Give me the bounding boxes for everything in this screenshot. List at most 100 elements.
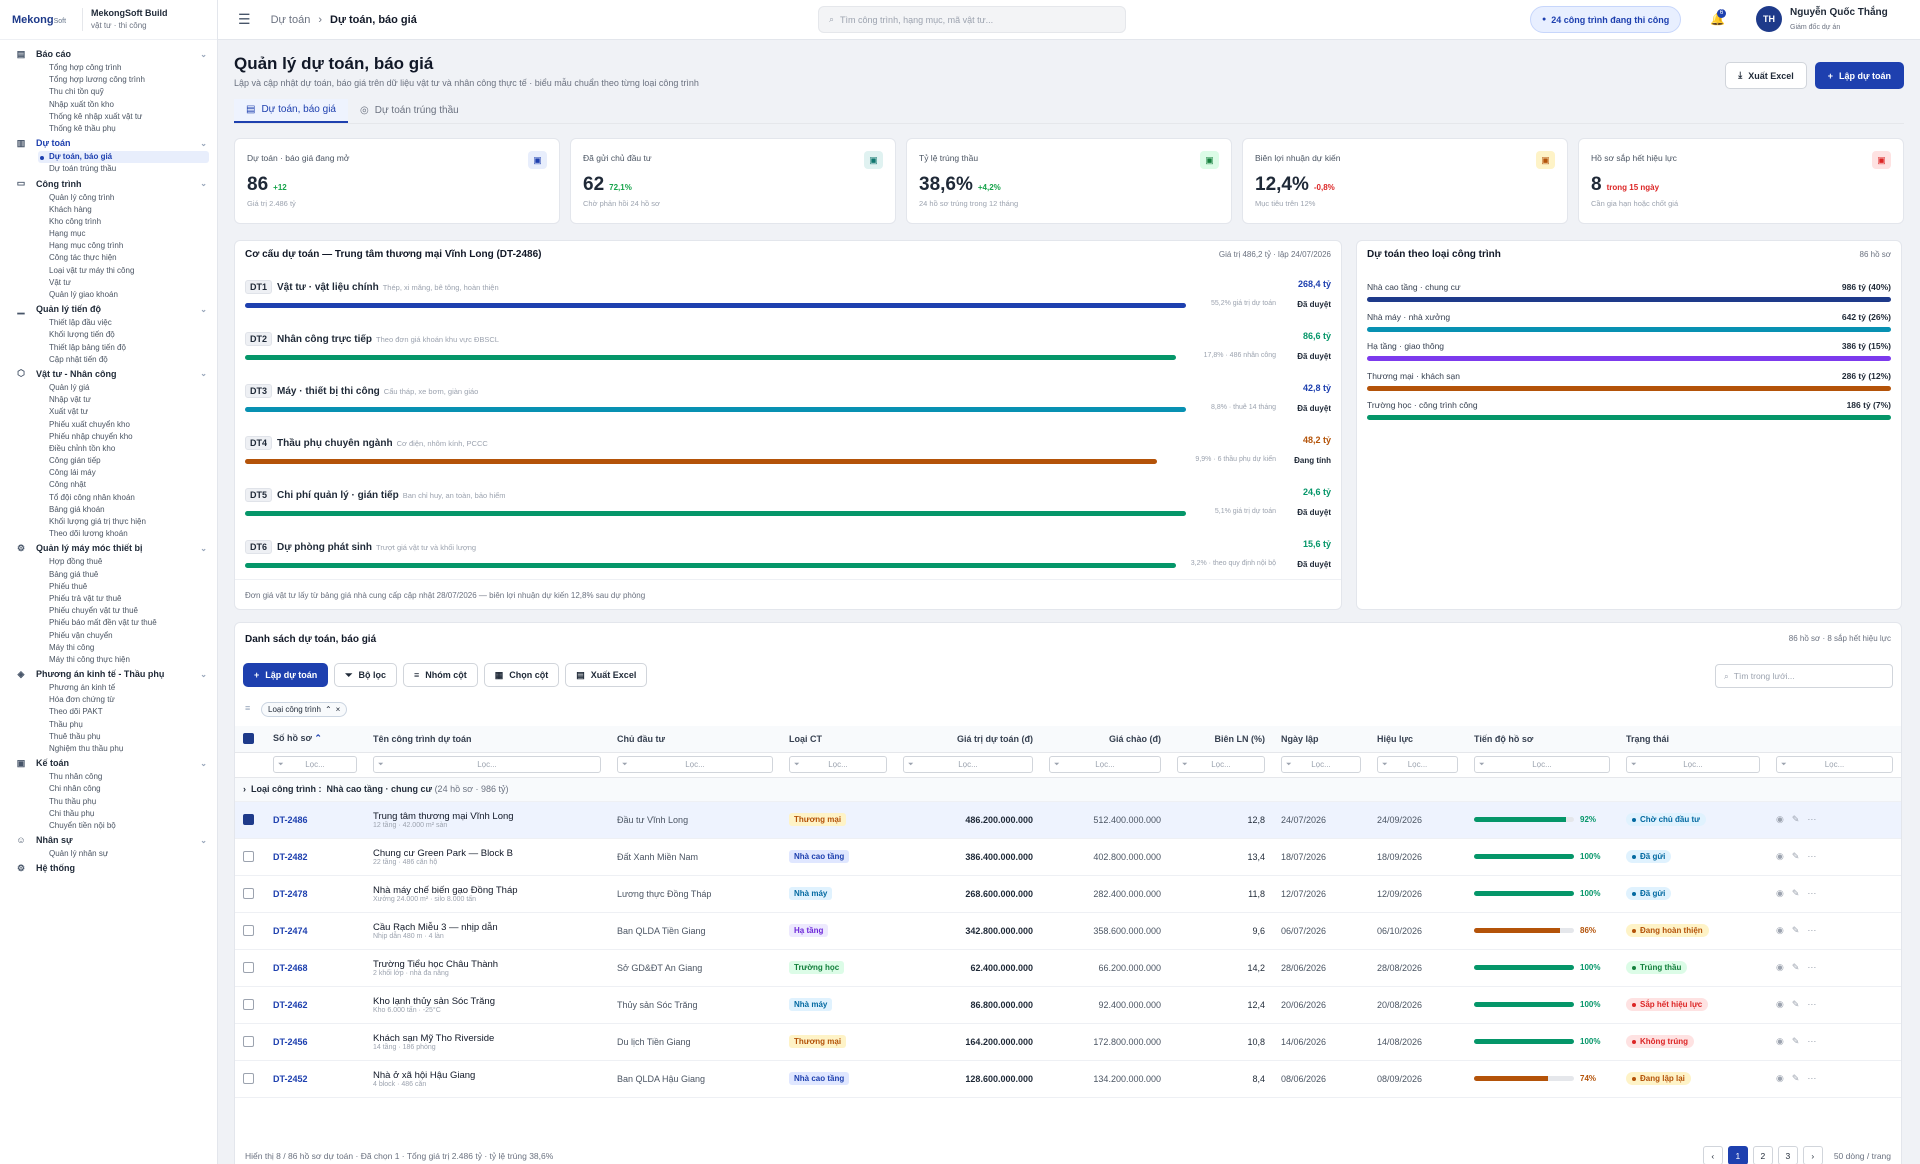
sidebar-item[interactable]: Phiếu nhập chuyển kho (49, 431, 133, 441)
sidebar-item[interactable]: Thống kê nhập xuất vật tư (49, 111, 143, 121)
sidebar-item[interactable]: Thu nhân công (49, 772, 103, 782)
column-filter-input[interactable]: Lọc... (1626, 756, 1760, 773)
sidebar-group-8[interactable]: ☺ Nhân sự ⌄ (0, 832, 217, 848)
sidebar-item[interactable]: Phiếu chuyển vật tư thuê (49, 606, 138, 616)
view-icon[interactable]: ◉ (1776, 1036, 1792, 1046)
sidebar-item[interactable]: Công gián tiếp (49, 456, 101, 466)
sidebar-group-6[interactable]: ◈ Phương án kinh tế - Thầu phụ ⌄ (0, 666, 217, 682)
sidebar-item[interactable]: Xuất vật tư (49, 407, 89, 417)
filter-button[interactable]: ⏷ Bộ lọc (334, 663, 397, 687)
view-icon[interactable]: ◉ (1776, 888, 1792, 898)
estimate-code-link[interactable]: DT-2452 (273, 1073, 308, 1084)
sidebar-item[interactable]: Chuyển tiền nội bộ (49, 820, 116, 830)
group-chip[interactable]: Loại công trình ⌃ × (261, 702, 348, 717)
sidebar-item[interactable]: Máy thi công (49, 642, 95, 652)
tab-estimate-quote[interactable]: ▤ Dự toán, báo giá (234, 99, 348, 123)
col-valid[interactable]: Hiệu lực (1369, 726, 1466, 753)
choose-columns-button[interactable]: ▦ Chọn cột (483, 663, 560, 687)
sidebar-group-9[interactable]: ⚙ Hệ thống (0, 860, 217, 876)
edit-icon[interactable]: ✎ (1791, 851, 1808, 861)
grid-search-input[interactable]: ⌕ Tìm trong lưới... (1715, 664, 1893, 688)
sidebar-item[interactable]: Phiếu thuê (49, 581, 88, 591)
sidebar-group-4[interactable]: ⬡ Vật tư - Nhân công ⌄ (0, 366, 217, 382)
estimate-code-link[interactable]: DT-2462 (273, 999, 308, 1010)
edit-icon[interactable]: ✎ (1791, 814, 1808, 824)
sidebar-item[interactable]: Dự toán, báo giá (38, 151, 209, 164)
column-filter-input[interactable]: Lọc... (1049, 756, 1161, 773)
col-margin[interactable]: Biên LN (%) (1169, 726, 1273, 753)
row-checkbox[interactable] (243, 851, 254, 863)
view-icon[interactable]: ◉ (1776, 851, 1792, 861)
row-checkbox[interactable] (243, 1036, 254, 1048)
sidebar-item[interactable]: Vật tư (49, 277, 71, 287)
sidebar-item[interactable]: Máy thi công thực hiện (49, 654, 130, 664)
row-checkbox[interactable] (243, 888, 254, 900)
structure-row[interactable]: DT6 Dự phòng phát sinh Trượt giá vật tư và… (245, 534, 1331, 586)
sidebar-item[interactable]: Hóa đơn chứng từ (49, 695, 115, 705)
sidebar-item[interactable]: Thầu phụ (49, 719, 83, 729)
sidebar-item[interactable]: Thiết lập bảng tiến độ (49, 342, 126, 352)
col-status[interactable]: Trạng thái (1618, 726, 1768, 753)
menu-icon[interactable]: ☰ (238, 11, 251, 27)
view-icon[interactable]: ◉ (1776, 814, 1792, 824)
kpi-card[interactable]: Đã gửi chủ đầu tư 62 72,1% Chờ phản hồi 24 … (570, 138, 896, 224)
table-row[interactable]: DT-2456 Khách sạn Mỹ Tho Riverside 14 tầng… (235, 1023, 1901, 1061)
sidebar-item[interactable]: Nhập vật tư (49, 395, 91, 405)
view-icon[interactable]: ◉ (1776, 962, 1792, 972)
sidebar-item[interactable]: Nhập xuất tồn kho (49, 99, 114, 109)
table-row[interactable]: DT-2468 Trường Tiểu học Châu Thành 2 khối … (235, 949, 1901, 987)
table-row[interactable]: DT-2482 Chung cư Green Park — Block B 22 t… (235, 838, 1901, 876)
column-filter-input[interactable]: Lọc... (1281, 756, 1361, 773)
sidebar-item[interactable]: Tổng hợp lương công trình (49, 75, 145, 85)
view-icon[interactable]: ◉ (1776, 925, 1792, 935)
sidebar-item[interactable]: Kho công trình (49, 216, 102, 226)
type-row[interactable]: Trường học · công trình công 186 tỷ (7%) (1367, 400, 1891, 430)
estimate-code-link[interactable]: DT-2486 (273, 814, 308, 825)
col-progress[interactable]: Tiến độ hồ sơ (1466, 726, 1618, 753)
edit-icon[interactable]: ✎ (1791, 962, 1808, 972)
col-date[interactable]: Ngày lập (1273, 726, 1369, 753)
sidebar-item[interactable]: Công lái máy (49, 468, 96, 478)
bell-icon[interactable]: 🔔 6 (1710, 9, 1726, 26)
col-offer[interactable]: Giá chào (đ) (1041, 726, 1169, 753)
table-row[interactable]: DT-2462 Kho lạnh thủy sản Sóc Trăng Kho 6.… (235, 986, 1901, 1024)
kpi-card[interactable]: Hồ sơ sắp hết hiệu lực 8 trong 15 ngày Cần … (1578, 138, 1904, 224)
row-checkbox[interactable] (243, 999, 254, 1011)
sidebar-item[interactable]: Phiếu xuất chuyển kho (49, 419, 130, 429)
sidebar-item[interactable]: Công nhật (49, 480, 86, 490)
sidebar-item[interactable]: Hợp đồng thuê (49, 557, 103, 567)
sidebar-group-0[interactable]: ▤ Báo cáo ⌄ (0, 46, 217, 62)
col-value[interactable]: Giá trị dự toán (đ) (895, 726, 1041, 753)
estimate-code-link[interactable]: DT-2456 (273, 1036, 308, 1047)
sidebar-item[interactable]: Tổng hợp công trình (49, 63, 122, 72)
export-excel-button[interactable]: ⤓ Xuất Excel (1725, 62, 1807, 89)
tab-won-estimate[interactable]: ◎ Dự toán trúng thầu (359, 105, 459, 116)
col-owner[interactable]: Chủ đầu tư (609, 726, 781, 753)
kpi-card[interactable]: Dự toán · báo giá đang mở 86 +12 Giá trị 2.… (234, 138, 560, 224)
more-icon[interactable]: ⋯ (1807, 1073, 1825, 1083)
sidebar-item[interactable]: Thu chi tồn quỹ (49, 87, 104, 97)
sidebar-item[interactable]: Tổ đội công nhân khoán (49, 492, 135, 502)
sidebar-item[interactable]: Bảng giá khoán (49, 504, 105, 514)
prev-page-button[interactable]: ‹ (1702, 1146, 1723, 1164)
view-icon[interactable]: ◉ (1776, 999, 1792, 1009)
breadcrumb-root[interactable]: Dự toán (270, 13, 311, 26)
sidebar-item[interactable]: Phiếu trả vật tư thuê (49, 593, 122, 603)
sidebar-group-2[interactable]: ▭ Công trình ⌄ (0, 176, 217, 192)
estimate-code-link[interactable]: DT-2468 (273, 962, 308, 973)
row-checkbox[interactable] (243, 962, 254, 974)
column-filter-input[interactable]: Lọc... (1377, 756, 1458, 773)
more-icon[interactable]: ⋯ (1807, 1036, 1825, 1046)
column-filter-input[interactable]: Lọc... (903, 756, 1033, 773)
sidebar-item[interactable]: Phiếu vận chuyển (49, 630, 113, 640)
group-row[interactable]: › Loại công trình : Nhà cao tầng · chung… (235, 777, 1901, 802)
table-row[interactable]: DT-2478 Nhà máy chế biến gạo Đồng Tháp Xưở… (235, 875, 1901, 913)
sidebar-item[interactable]: Phương án kinh tế (49, 683, 116, 693)
sidebar-item[interactable]: Cập nhật tiến độ (49, 354, 108, 364)
column-filter-input[interactable]: Lọc... (1474, 756, 1610, 773)
edit-icon[interactable]: ✎ (1791, 999, 1808, 1009)
user-menu[interactable]: TH Nguyễn Quốc Thắng Giám đốc dự án (1756, 6, 1888, 32)
sidebar-group-5[interactable]: ⚙ Quản lý máy móc thiết bị ⌄ (0, 540, 217, 556)
sidebar-item[interactable]: Quản lý công trình (49, 192, 115, 202)
create-estimate-button[interactable]: + Lập dự toán (1814, 62, 1904, 89)
